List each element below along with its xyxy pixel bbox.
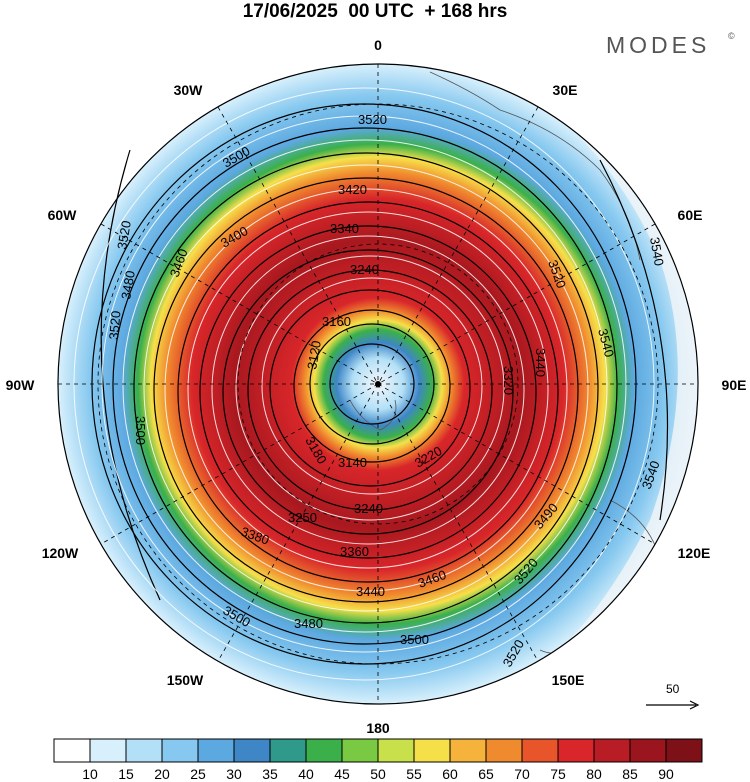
reference-vector-arrowhead bbox=[689, 700, 700, 710]
colorbar-tick-label: 85 bbox=[622, 766, 638, 782]
colorbar-box bbox=[341, 738, 379, 763]
colorbar-box bbox=[413, 738, 451, 763]
map-boundary bbox=[57, 63, 699, 705]
colorbar-tick-label: 45 bbox=[334, 766, 350, 782]
lon-label-120w: 120W bbox=[42, 545, 79, 561]
colorbar-tick-label: 40 bbox=[298, 766, 314, 782]
colorbar-box bbox=[377, 738, 415, 763]
contour-label: 3160 bbox=[322, 314, 351, 329]
contour-label: 3140 bbox=[338, 455, 367, 470]
lon-label-0: 0 bbox=[374, 37, 382, 53]
colorbar-box bbox=[593, 738, 631, 763]
colorbar-tick-label: 90 bbox=[658, 766, 674, 782]
contour-label: 3480 bbox=[118, 269, 138, 300]
contour-label: 3520 bbox=[106, 310, 123, 340]
contour-label: 3360 bbox=[340, 544, 369, 559]
reference-vector-label: 50 bbox=[666, 682, 680, 696]
colorbar-tick-label: 70 bbox=[514, 766, 530, 782]
contour-label: 3440 bbox=[356, 584, 385, 599]
contour-label: 3420 bbox=[338, 182, 367, 197]
colorbar-box bbox=[89, 738, 127, 763]
contour-label: 3250 bbox=[288, 510, 317, 525]
lon-label-30w: 30W bbox=[174, 82, 204, 98]
contour-label: 3500 bbox=[133, 416, 148, 445]
lon-label-150e: 150E bbox=[552, 672, 585, 688]
colorbar-tick-label: 50 bbox=[370, 766, 386, 782]
contour-label: 3120 bbox=[304, 339, 324, 370]
contour-labels: 3520 3500 3420 3400 3340 3240 3160 3120 … bbox=[106, 112, 667, 670]
contour-label: 3240 bbox=[354, 501, 383, 516]
colorbar-tick-label: 10 bbox=[82, 766, 98, 782]
colorbar-box bbox=[629, 738, 667, 763]
colorbar-box bbox=[269, 738, 307, 763]
lon-label-150w: 150W bbox=[167, 672, 204, 688]
colorbar-tick-label: 65 bbox=[478, 766, 494, 782]
contour-label: 3540 bbox=[647, 236, 667, 267]
lon-label-120e: 120E bbox=[678, 545, 711, 561]
colorbar-tick-label: 80 bbox=[586, 766, 602, 782]
colorbar-box bbox=[521, 738, 559, 763]
colorbar-box bbox=[485, 738, 523, 763]
contour-label: 3540 bbox=[595, 327, 617, 359]
colorbar-tick-label: 30 bbox=[226, 766, 242, 782]
contour-label: 3520 bbox=[358, 112, 387, 127]
colorbar-box bbox=[449, 738, 487, 763]
contour-label: 3240 bbox=[350, 262, 379, 277]
colorbar-box bbox=[53, 738, 91, 763]
contour-label: 3480 bbox=[294, 616, 323, 631]
colorbar-box bbox=[665, 738, 703, 763]
copyright-mark: © bbox=[728, 31, 735, 41]
colorbar-boxes bbox=[53, 738, 703, 763]
contour-label: 3440 bbox=[533, 348, 548, 377]
lon-label-90e: 90E bbox=[722, 377, 747, 393]
lon-label-90w: 90W bbox=[6, 377, 36, 393]
colorbar-tick-label: 35 bbox=[262, 766, 278, 782]
lon-label-60e: 60E bbox=[678, 207, 703, 223]
coastline-antarctica bbox=[349, 399, 397, 431]
contour-label: 3320 bbox=[501, 366, 516, 395]
colorbar-ticks: 10 15 20 25 30 35 40 45 50 55 60 65 70 75 80 85 90 bbox=[82, 766, 674, 782]
colorbar-tick-label: 60 bbox=[442, 766, 458, 782]
colorbar-tick-label: 75 bbox=[550, 766, 566, 782]
lon-label-30e: 30E bbox=[553, 82, 578, 98]
colorbar-box bbox=[305, 738, 343, 763]
chart-title: 17/06/2025 00 UTC + 168 hrs bbox=[242, 1, 508, 22]
contour-label: 3500 bbox=[400, 632, 429, 647]
brand-logo: MODES bbox=[606, 32, 711, 58]
contour-label: 3340 bbox=[330, 221, 359, 236]
lon-label-180: 180 bbox=[366, 720, 390, 736]
colorbar-box bbox=[197, 738, 235, 763]
colorbar-tick-label: 20 bbox=[154, 766, 170, 782]
colorbar-box bbox=[557, 738, 595, 763]
colorbar-box bbox=[125, 738, 163, 763]
colorbar-tick-label: 15 bbox=[118, 766, 134, 782]
contour-label: 3520 bbox=[114, 219, 134, 250]
colorbar-tick-label: 25 bbox=[190, 766, 206, 782]
lon-label-60w: 60W bbox=[48, 207, 78, 223]
colorbar-box bbox=[161, 738, 199, 763]
wind-speed-shading bbox=[58, 64, 698, 704]
south-pole-marker bbox=[375, 381, 381, 387]
colorbar-tick-label: 55 bbox=[406, 766, 422, 782]
colorbar-box bbox=[233, 738, 271, 763]
